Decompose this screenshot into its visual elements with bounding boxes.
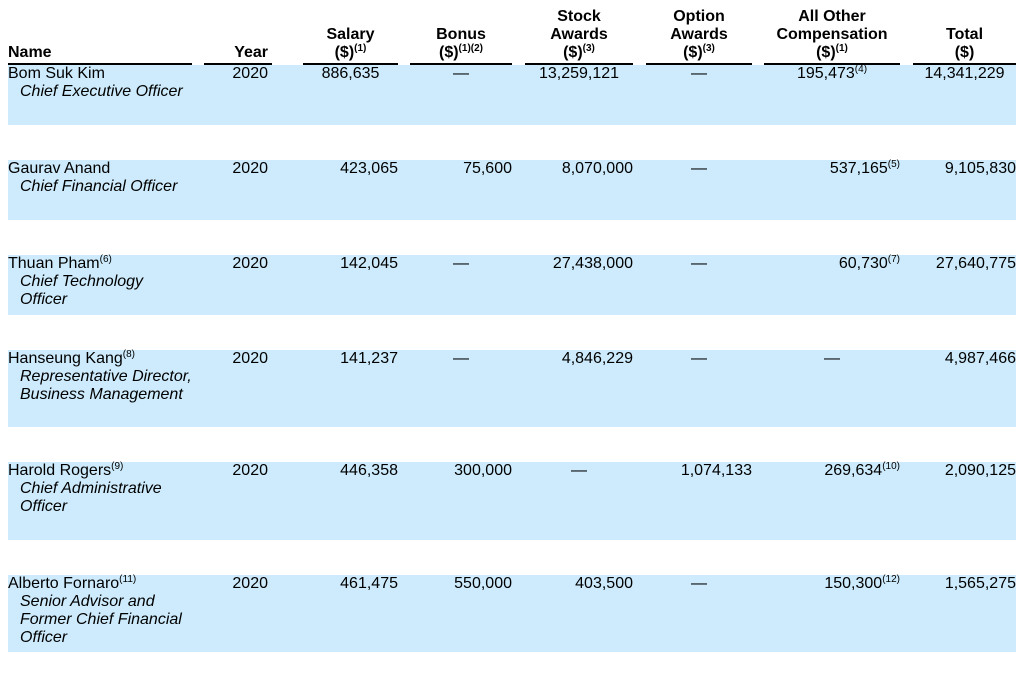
header-bonus: Bonus ($)(1)(2) [410, 8, 512, 65]
other-comp-cell: 60,730(7) [764, 255, 900, 315]
option-awards-cell: — [646, 255, 752, 315]
header-stock-awards: Stock Awards ($)(3) [525, 8, 633, 65]
table-row: Hanseung Kang(8) Representative Director,… [8, 350, 1016, 427]
year-cell: 2020 [204, 65, 272, 125]
name-cell: Bom Suk Kim Chief Executive Officer [8, 65, 192, 125]
salary-cell: 423,065 [303, 160, 398, 220]
bonus-cell: — [410, 65, 512, 125]
total-cell: 14,341,229 [913, 65, 1016, 125]
bonus-cell: 75,600 [410, 160, 512, 220]
salary-cell: 461,475 [303, 575, 398, 652]
name-cell: Harold Rogers(9) Chief Administrative Off… [8, 462, 192, 540]
option-awards-cell: — [646, 575, 752, 652]
table-row: Alberto Fornaro(11) Senior Advisor and Fo… [8, 575, 1016, 652]
stock-awards-cell: 27,438,000 [525, 255, 633, 315]
bonus-cell: 550,000 [410, 575, 512, 652]
year-cell: 2020 [204, 350, 272, 427]
stock-awards-cell: — [525, 462, 633, 540]
header-option-awards: Option Awards ($)(3) [646, 8, 752, 65]
year-cell: 2020 [204, 462, 272, 540]
name-cell: Hanseung Kang(8) Representative Director,… [8, 350, 192, 427]
table-row: Thuan Pham(6) Chief Technology Officer 202… [8, 255, 1016, 315]
executive-title: Chief Executive Officer [20, 83, 183, 100]
stock-awards-cell: 403,500 [525, 575, 633, 652]
option-awards-cell: — [646, 65, 752, 125]
executive-name: Thuan Pham [8, 255, 100, 272]
salary-cell: 142,045 [303, 255, 398, 315]
name-cell: Thuan Pham(6) Chief Technology Officer [8, 255, 192, 315]
executive-name: Bom Suk Kim [8, 65, 105, 82]
table-row: Harold Rogers(9) Chief Administrative Off… [8, 462, 1016, 540]
year-cell: 2020 [204, 255, 272, 315]
total-cell: 2,090,125 [913, 462, 1016, 540]
header-name: Name [8, 8, 192, 65]
executive-name: Gaurav Anand [8, 160, 111, 177]
total-cell: 4,987,466 [913, 350, 1016, 427]
other-comp-cell: 150,300(12) [764, 575, 900, 652]
other-comp-cell: 195,473(4) [764, 65, 900, 125]
executive-name: Hanseung Kang [8, 350, 123, 367]
stock-awards-cell: 13,259,121 [525, 65, 633, 125]
table-row: Gaurav Anand Chief Financial Officer 2020 4… [8, 160, 1016, 220]
salary-cell: 886,635 [303, 65, 398, 125]
header-other-comp: All Other Compensation ($)(1) [764, 8, 900, 65]
salary-cell: 446,358 [303, 462, 398, 540]
salary-cell: 141,237 [303, 350, 398, 427]
executive-title: Representative Director, Business Manage… [20, 368, 192, 403]
executive-name: Alberto Fornaro [8, 575, 120, 592]
total-cell: 27,640,775 [913, 255, 1016, 315]
year-cell: 2020 [204, 160, 272, 220]
summary-compensation-table: Name Year Salary ($)(1) Bonus ($)(1)(2) St… [8, 8, 1016, 652]
header-salary: Salary ($)(1) [303, 8, 398, 65]
header-year: Year [204, 8, 272, 65]
name-cell: Alberto Fornaro(11) Senior Advisor and Fo… [8, 575, 192, 652]
executive-title: Chief Technology Officer [20, 273, 144, 308]
option-awards-cell: — [646, 350, 752, 427]
stock-awards-cell: 4,846,229 [525, 350, 633, 427]
executive-title: Chief Administrative Officer [20, 480, 162, 515]
table-row: Bom Suk Kim Chief Executive Officer 2020 88… [8, 65, 1016, 125]
year-cell: 2020 [204, 575, 272, 652]
header-row: Name Year Salary ($)(1) Bonus ($)(1)(2) St… [8, 8, 1016, 65]
executive-name: Harold Rogers [8, 462, 112, 479]
other-comp-cell: 269,634(10) [764, 462, 900, 540]
total-cell: 9,105,830 [913, 160, 1016, 220]
name-cell: Gaurav Anand Chief Financial Officer [8, 160, 192, 220]
total-cell: 1,565,275 [913, 575, 1016, 652]
executive-title: Senior Advisor and Former Chief Financia… [20, 593, 182, 646]
bonus-cell: 300,000 [410, 462, 512, 540]
option-awards-cell: 1,074,133 [646, 462, 752, 540]
bonus-cell: — [410, 255, 512, 315]
executive-title: Chief Financial Officer [20, 178, 178, 195]
option-awards-cell: — [646, 160, 752, 220]
stock-awards-cell: 8,070,000 [525, 160, 633, 220]
bonus-cell: — [410, 350, 512, 427]
other-comp-cell: 537,165(5) [764, 160, 900, 220]
header-total: Total ($) [913, 8, 1016, 65]
other-comp-cell: — [764, 350, 900, 427]
